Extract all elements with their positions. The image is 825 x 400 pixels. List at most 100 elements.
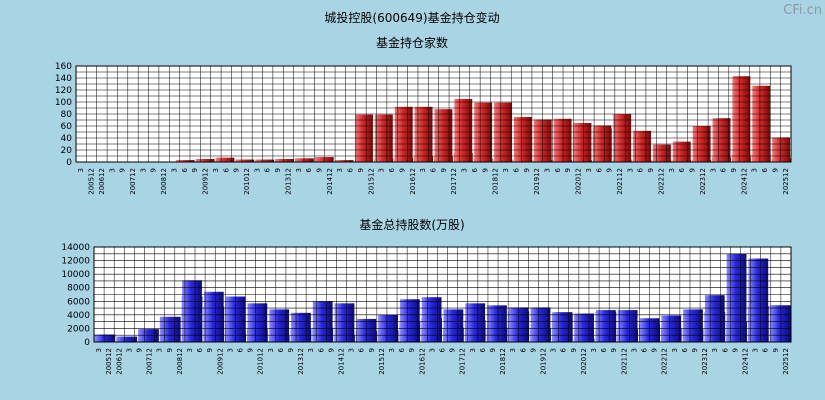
panel1-x-tick: 6: [181, 167, 189, 172]
panel2-bar: [182, 280, 202, 342]
panel2-y-tick: 8000: [67, 284, 90, 294]
panel1-x-tick: 6: [305, 167, 313, 172]
panel2-x-tick: 201412: [337, 348, 345, 375]
panel2-bar: [291, 312, 311, 342]
panel2-x-tick: 202512: [782, 348, 790, 375]
panel2-bar: [617, 310, 638, 342]
panel1-bar: [216, 157, 234, 162]
panel2-y-tick: 4000: [67, 311, 90, 321]
panel2-x-tick: 3: [267, 348, 275, 352]
panel1-x-tick: 3: [585, 168, 593, 172]
panel1-x-tick: 3: [709, 168, 717, 172]
panel1-x-tick: 3: [170, 168, 178, 172]
chart-main-title: 城投控股(600649)基金持仓变动: [324, 10, 499, 25]
panel2-x-tick: 9: [408, 348, 416, 352]
panel2-x-tick: 6: [398, 347, 406, 352]
panel1-x-tick: 202312: [699, 168, 707, 195]
panel2-bar: [595, 310, 616, 342]
panel2-x-tick: 6: [762, 347, 770, 352]
panel1-bar: [275, 159, 294, 162]
panel1-x-tick: 6: [471, 167, 479, 172]
panel2-x-tick: 201912: [540, 348, 548, 375]
panel2-x-tick: 6: [681, 347, 689, 352]
panel2-x-tick: 201512: [378, 348, 386, 375]
panel1-x-tick: 3: [668, 168, 676, 172]
panel1-x-tick: 6: [761, 167, 769, 172]
panel1-x-tick: 3: [751, 168, 759, 172]
panel2-x-tick: 9: [691, 348, 699, 352]
panel1-x-tick: 9: [150, 168, 158, 172]
panel2-bar: [770, 305, 790, 342]
panel1-bar: [295, 158, 314, 162]
panel2-x-tick: 3: [752, 348, 760, 352]
panel1-x-tick: 3: [626, 168, 634, 172]
panel2-bar: [726, 253, 747, 342]
panel1-x-tick: 202412: [740, 168, 748, 195]
panel2-bar: [552, 312, 573, 342]
panel1-bar: [454, 99, 473, 162]
panel2-x-tick: 6: [358, 347, 366, 352]
panel2-x-tick: 6: [600, 347, 608, 352]
panel1-x-tick: 201412: [326, 168, 334, 195]
panel1-x-tick: 202212: [657, 168, 665, 195]
panel1-x-tick: 200512: [88, 168, 96, 195]
panel1-x-tick: 6: [388, 167, 396, 172]
panel2-bar: [421, 297, 442, 342]
panel1-x-tick: 3: [461, 168, 469, 172]
panel1-x-tick: 200712: [129, 168, 137, 195]
panel1-x-tick: 9: [398, 168, 406, 172]
panel1-x-tick: 6: [430, 167, 438, 172]
panel2-x-tick: 202312: [701, 348, 709, 375]
panel1-x-tick: 201312: [284, 168, 292, 195]
panel2-bar: [748, 258, 769, 342]
panel1-x-tick: 3: [253, 168, 261, 172]
panel1-plot-border: [75, 65, 792, 163]
panel1-x-tick: 3: [77, 168, 85, 172]
brand-watermark: CFi.cn: [783, 3, 822, 18]
panel1-x-tick: 9: [481, 168, 489, 172]
panel1-x-tick: 201612: [409, 168, 417, 195]
panel2-x-tick: 3: [509, 348, 517, 352]
panel1-bar: [414, 106, 433, 162]
panel2-title: 基金总持股数(万股): [359, 217, 464, 232]
panel1-y-tick: 40: [61, 134, 73, 144]
panel2-x-tick: 200912: [216, 348, 224, 375]
panel1-y-tick: 0: [66, 158, 72, 168]
panel1-x-tick: 9: [523, 168, 531, 172]
panel1-x-tick: 6: [512, 167, 520, 172]
panel1-bar: [235, 159, 254, 162]
panel1-bar: [533, 119, 552, 162]
panel1-x-tick: 6: [595, 167, 603, 172]
panel1-bar: [553, 118, 572, 162]
panel2-x-tick: 202112: [620, 348, 628, 375]
panel1-y-tick: 80: [61, 110, 73, 120]
panel1-x-tick: 201812: [492, 168, 500, 195]
panel1-x-tick: 3: [336, 168, 344, 172]
panel1-x-tick: 3: [543, 168, 551, 172]
panel1-x-tick: 9: [357, 168, 365, 172]
panel1-x-tick: 6: [720, 167, 728, 172]
panel2-x-tick: 201012: [257, 348, 265, 375]
panel2-x-tick: 200712: [146, 348, 154, 375]
panel2-y-tick: 6000: [67, 297, 90, 307]
panel2-x-tick: 9: [368, 348, 376, 352]
panel1-x-tick: 9: [119, 168, 127, 172]
panel2-bar: [704, 295, 725, 342]
panel2-x-tick: 200512: [105, 348, 113, 375]
panel2-x-tick: 9: [570, 348, 578, 352]
panel2-x-tick: 202212: [661, 348, 669, 375]
panel2-bar: [247, 303, 268, 342]
panel1-x-tick: 6: [222, 167, 230, 172]
panel2-x-tick: 201712: [459, 348, 467, 375]
panel1-y-tick: 100: [55, 98, 72, 108]
panel1-x-tick: 6: [637, 167, 645, 172]
panel1-x-tick: 9: [564, 168, 572, 172]
panel1-x-tick: 200812: [160, 168, 168, 195]
panel2-bar: [269, 309, 290, 342]
panel1-x-tick: 6: [347, 167, 355, 172]
panel1-bar: [196, 159, 215, 162]
